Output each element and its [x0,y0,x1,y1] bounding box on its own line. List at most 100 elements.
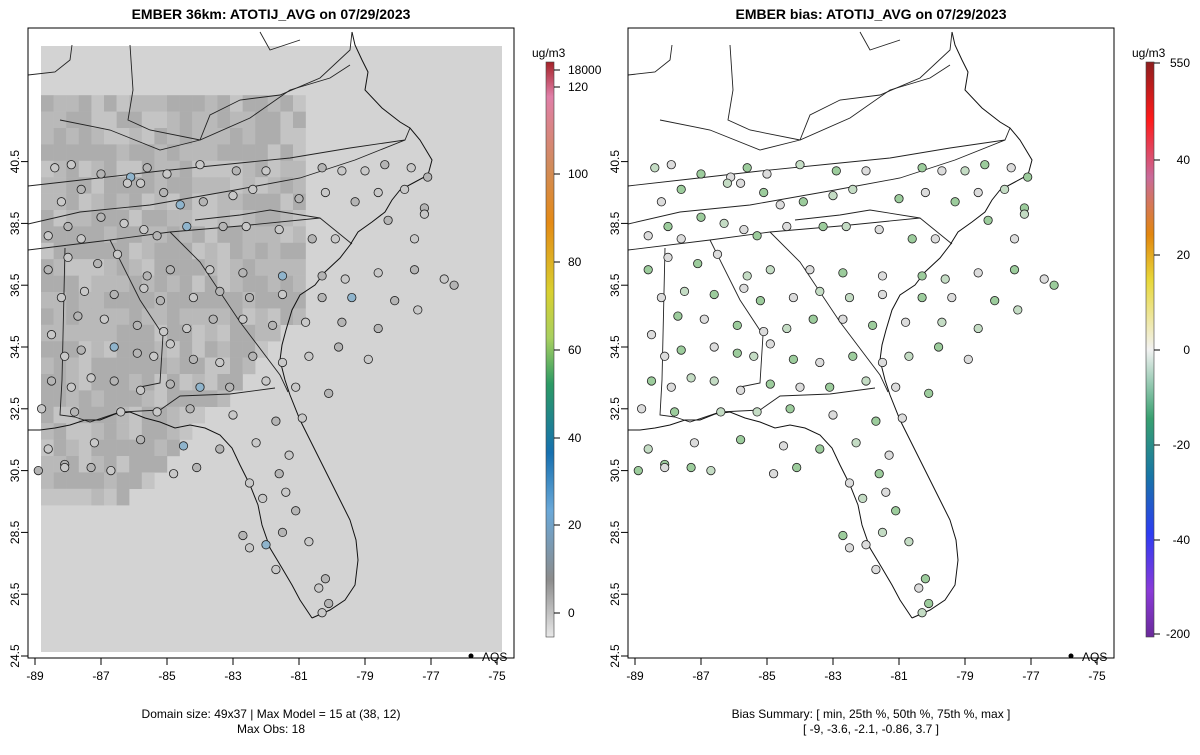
model-cell [242,95,256,112]
aqs-site [175,200,185,210]
model-cell [104,390,117,407]
model-cell [167,308,180,325]
aqs-bias-site [877,271,888,281]
model-cell [91,144,105,161]
aqs-bias-site [633,465,643,476]
aqs-bias-site [712,249,723,259]
aqs-bias-site [709,376,719,386]
model-cell [78,357,92,375]
left-x-tick-label: -75 [488,669,506,683]
aqs-bias-site [656,197,667,207]
model-cell [66,275,79,293]
model-cell [91,472,105,489]
aqs-site [56,197,67,207]
aqs-bias-site [676,345,686,355]
model-cell [116,390,130,407]
aqs-site [314,583,324,593]
aqs-site [76,345,86,355]
model-cell [41,357,54,375]
aqs-bias-site [663,221,673,232]
model-cell [267,128,281,145]
aqs-site [419,209,429,219]
aqs-bias-site [1006,163,1016,173]
aqs-site [50,163,60,173]
model-cell [217,144,231,161]
model-cell [154,128,168,145]
aqs-bias-site [1049,280,1059,290]
model-cell [104,275,117,293]
model-cell [116,160,130,178]
model-cell [230,357,243,375]
aqs-site [277,289,288,300]
aqs-bias-site [920,574,931,584]
model-cell [192,242,205,260]
model-cell [104,423,117,440]
aqs-bias-site [656,292,667,303]
model-cell [242,144,256,161]
model-cell [53,259,67,276]
model-cell [230,242,243,260]
aqs-site [228,410,238,420]
left-x-tick-label: -89 [26,669,44,683]
model-cell [53,210,67,227]
aqs-bias-site [735,385,746,395]
aqs-site [337,317,347,327]
aqs-bias-site [990,296,1000,306]
model-cell [41,210,54,227]
aqs-site [96,169,106,179]
model-cell [167,242,180,260]
model-cell [53,374,67,391]
right-y-tick-label: 26.5 [608,582,622,606]
model-cell [217,341,231,358]
model-cell [129,210,142,227]
aqs-site [373,268,383,278]
aqs-bias-site [950,197,960,207]
aqs-site [66,382,76,392]
model-cell [116,292,130,309]
aqs-site [109,376,119,386]
aqs-bias-site [884,450,894,460]
aqs-site [89,438,100,448]
model-cell [167,439,180,457]
model-cell [255,210,268,227]
aqs-bias-site [663,252,673,262]
model-cell [267,160,281,178]
model-cell [129,472,142,489]
aqs-bias-site [716,407,726,417]
model-cell [192,406,205,424]
model-cell [66,390,79,407]
aqs-bias-site [917,608,927,618]
right-x-tick-label: -89 [626,669,644,683]
aqs-site [159,326,169,337]
model-cell [116,357,130,375]
model-cell [53,95,67,112]
model-cell [293,177,306,194]
model-cell [104,472,117,489]
left-x-tick-label: -81 [290,669,308,683]
right-plot-frame [627,27,1115,659]
aqs-site [324,388,334,398]
model-cell [217,128,231,145]
aqs-bias-site [765,339,775,349]
model-cell [104,488,117,506]
model-cell [192,144,205,161]
aqs-bias-site [897,413,907,423]
aqs-bias-site [999,184,1010,195]
model-cell [204,357,218,375]
aqs-site [304,351,314,361]
model-cell [141,242,155,260]
aqs-site [73,311,83,321]
aqs-site [244,292,255,303]
left-colorbar-ticks: 18000 120 100 80 60 40 20 0 [554,63,602,620]
left-colorbar-tick-label: 0 [568,606,575,620]
aqs-site [248,351,258,361]
aqs-site [215,444,225,454]
aqs-bias-site [778,441,789,451]
model-cell [179,259,193,276]
aqs-site [439,274,449,284]
aqs-bias-site [861,376,871,386]
left-colorbar-tick-label: 18000 [568,63,602,77]
right-x-tick-label: -81 [890,669,908,683]
aqs-site [119,218,129,228]
aqs-site [215,357,225,368]
